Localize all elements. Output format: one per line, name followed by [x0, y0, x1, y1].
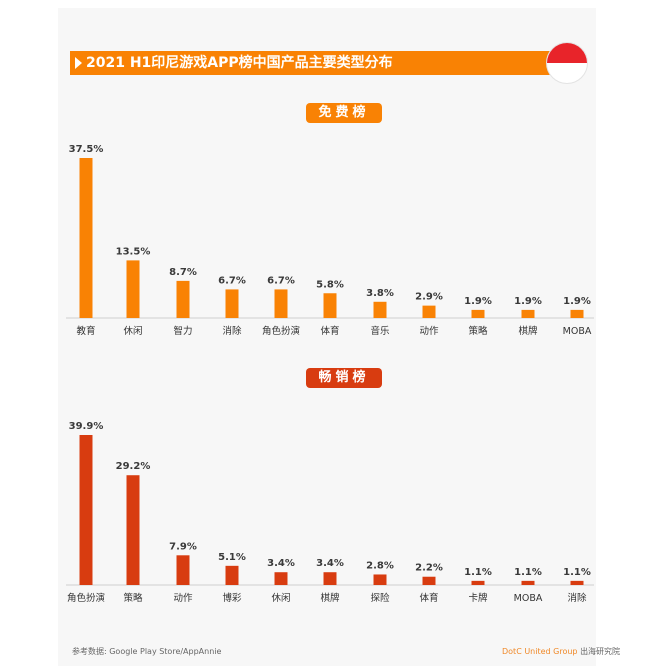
free-category-label: 音乐	[370, 325, 390, 337]
grossing-value-label: 3.4%	[316, 558, 344, 569]
publisher-brand: DotC United Group	[502, 647, 578, 656]
grossing-category-label: 体育	[419, 592, 438, 604]
free-value-label: 13.5%	[116, 246, 151, 257]
indonesia-flag-icon	[546, 42, 588, 84]
free-value-label: 6.7%	[267, 275, 295, 286]
free-bar	[422, 305, 436, 318]
grossing-category-label: 博彩	[222, 592, 242, 604]
grossing-bar	[274, 572, 288, 585]
free-category-label: 动作	[419, 325, 439, 337]
data-source-note: 参考数据: Google Play Store/AppAnnie	[72, 647, 222, 656]
free-value-label: 8.7%	[169, 267, 197, 278]
free-category-label: 角色扮演	[262, 325, 300, 337]
free-bar	[471, 309, 485, 318]
grossing-category-label: 消除	[567, 592, 587, 604]
grossing-bar	[79, 435, 93, 585]
free-value-label: 2.9%	[415, 292, 443, 303]
free-value-label: 1.9%	[563, 296, 591, 307]
grossing-category-label: 探险	[370, 592, 390, 604]
free-bar	[79, 158, 93, 318]
chart-title-banner: 2021 H1印尼游戏APP榜中国产品主要类型分布	[70, 51, 580, 75]
grossing-value-label: 3.4%	[267, 558, 295, 569]
grossing-value-label: 2.2%	[415, 563, 443, 574]
free-category-label: MOBA	[563, 326, 592, 337]
free-category-label: 智力	[173, 325, 192, 337]
grossing-value-label: 5.1%	[218, 552, 246, 563]
free-value-label: 6.7%	[218, 275, 246, 286]
free-bar	[225, 289, 239, 318]
free-category-label: 休闲	[123, 325, 142, 337]
play-arrow-icon	[75, 57, 82, 69]
grossing-category-label: 角色扮演	[67, 592, 105, 604]
grossing-value-label: 1.1%	[514, 567, 542, 578]
free-value-label: 1.9%	[464, 296, 492, 307]
free-category-label: 棋牌	[518, 325, 538, 337]
free-value-label: 37.5%	[69, 144, 104, 155]
grossing-bar	[471, 580, 485, 585]
grossing-chart-title: 畅销榜	[306, 368, 382, 388]
free-category-label: 消除	[222, 325, 242, 337]
grossing-value-label: 39.9%	[69, 421, 104, 432]
free-bar	[176, 280, 190, 318]
grossing-category-label: 卡牌	[468, 592, 488, 604]
grossing-bar	[323, 572, 337, 585]
grossing-bar	[126, 475, 140, 585]
free-chart-title: 免费榜	[306, 103, 382, 123]
free-bar	[323, 293, 337, 318]
grossing-category-label: 动作	[173, 592, 193, 604]
free-value-label: 5.8%	[316, 279, 344, 290]
grossing-category-label: 棋牌	[320, 592, 340, 604]
grossing-value-label: 1.1%	[563, 567, 591, 578]
free-value-label: 3.8%	[366, 288, 394, 299]
free-category-label: 教育	[76, 325, 95, 337]
grossing-value-label: 7.9%	[169, 541, 197, 552]
free-category-label: 体育	[320, 325, 339, 337]
grossing-value-label: 2.8%	[366, 560, 394, 571]
free-bar	[373, 301, 387, 318]
grossing-category-label: 休闲	[271, 592, 290, 604]
grossing-bar	[176, 555, 190, 585]
grossing-bar	[422, 576, 436, 585]
grossing-bar	[521, 580, 535, 585]
grossing-value-label: 1.1%	[464, 567, 492, 578]
free-bar	[274, 289, 288, 318]
free-category-label: 策略	[468, 325, 488, 337]
grossing-value-label: 29.2%	[116, 461, 151, 472]
grossing-bar	[225, 565, 239, 585]
chart-title: 2021 H1印尼游戏APP榜中国产品主要类型分布	[86, 55, 393, 71]
free-bar	[570, 309, 584, 318]
grossing-bar	[373, 574, 387, 585]
publisher-suffix: 出海研究院	[580, 647, 621, 656]
grossing-category-label: MOBA	[514, 593, 543, 604]
free-value-label: 1.9%	[514, 296, 542, 307]
publisher-credit: DotC United Group 出海研究院	[502, 646, 620, 657]
free-bar	[126, 260, 140, 318]
grossing-bar	[570, 580, 584, 585]
grossing-category-label: 策略	[123, 592, 143, 604]
free-bar	[521, 309, 535, 318]
